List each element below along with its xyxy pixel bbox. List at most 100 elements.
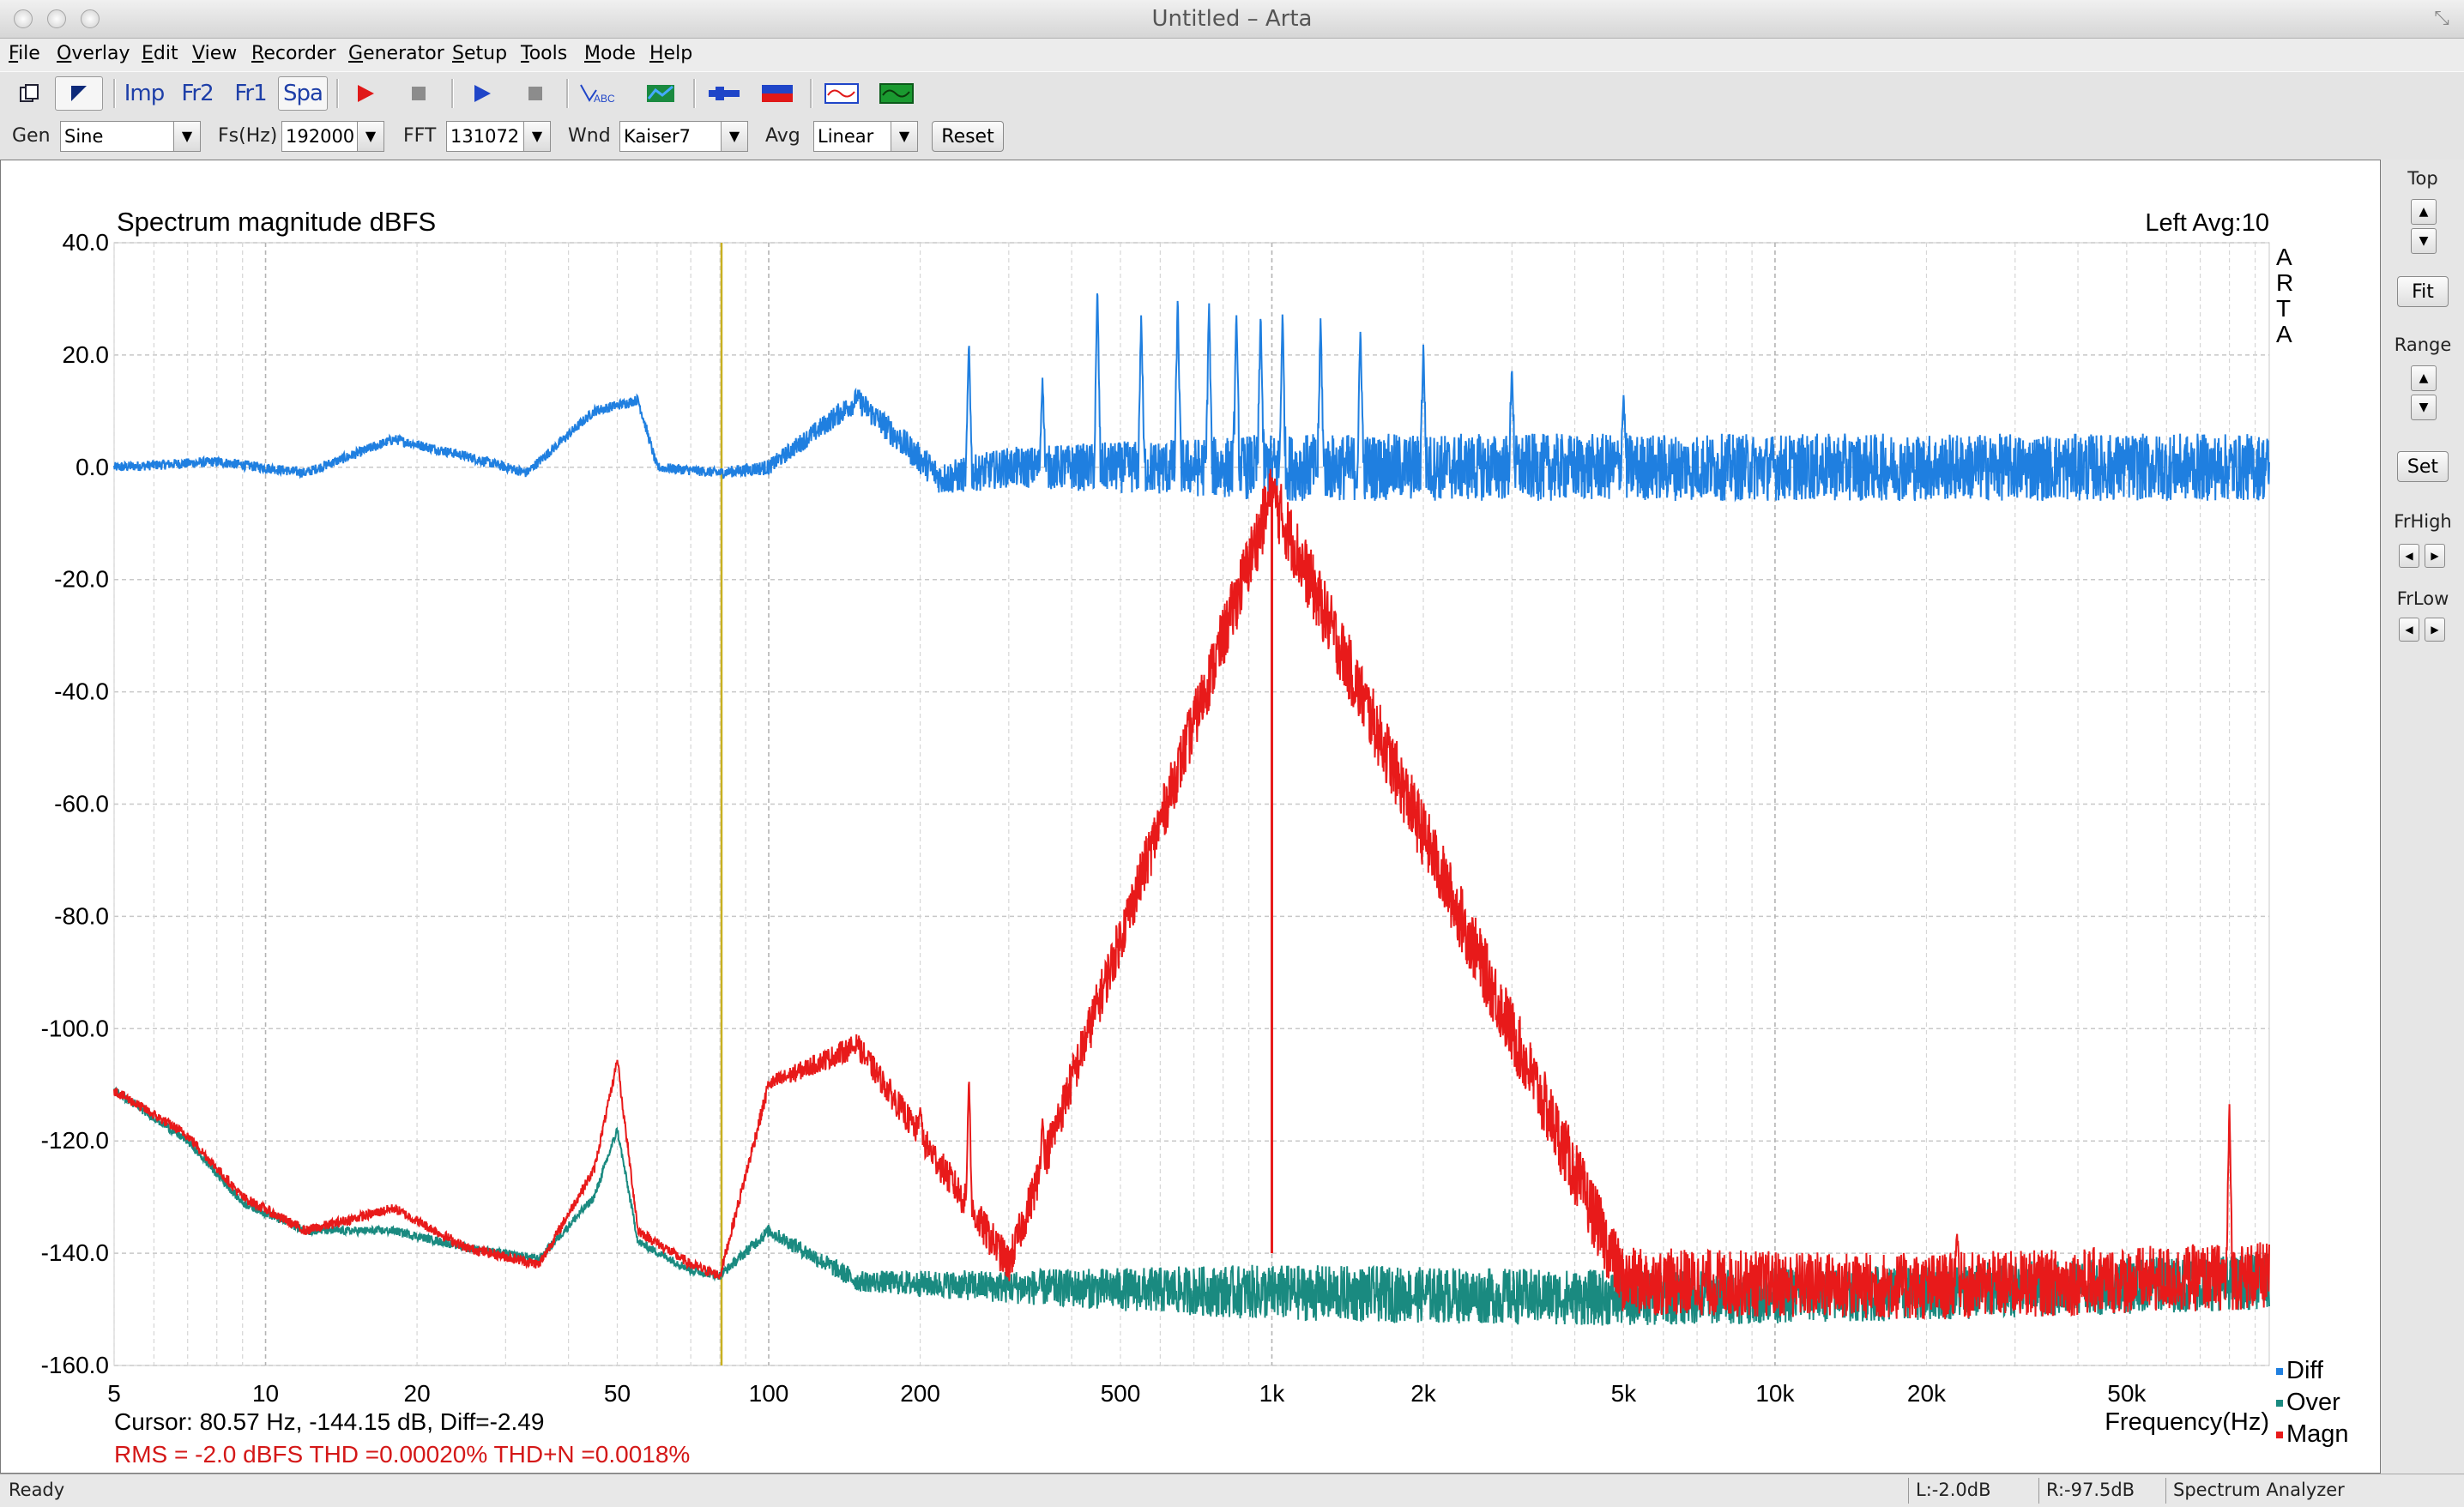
- menu-recorder[interactable]: Recorder: [251, 43, 336, 64]
- avg-select[interactable]: Linear ▼: [813, 121, 918, 152]
- y-tick-label: -80.0: [54, 902, 109, 929]
- close-window-button[interactable]: [14, 9, 33, 28]
- svg-text:ABC: ABC: [594, 93, 615, 105]
- y-tick-label: 0.0: [75, 454, 109, 480]
- generator-icon[interactable]: [875, 76, 918, 111]
- minimize-window-button[interactable]: [47, 9, 66, 28]
- gen-value: Sine: [64, 126, 104, 147]
- spa-button[interactable]: Spa: [278, 76, 328, 111]
- menu-help[interactable]: Help: [649, 43, 693, 64]
- status-left-level: L:-2.0dB: [1908, 1478, 2037, 1504]
- cursor-readout: Cursor: 80.57 Hz, -144.15 dB, Diff=-2.49: [114, 1408, 544, 1435]
- x-tick-label: 50k: [2107, 1380, 2147, 1407]
- fs-label: Fs(Hz): [218, 125, 278, 147]
- avg-value: Linear: [818, 126, 874, 147]
- rms-thd-readout: RMS = -2.0 dBFS THD =0.00020% THD+N =0.0…: [114, 1441, 690, 1468]
- frlow-right-button[interactable]: ▶: [2425, 618, 2445, 642]
- legend-label-over: Over: [2286, 1389, 2340, 1416]
- fft-select[interactable]: 131072 ▼: [446, 121, 551, 152]
- fr2-button[interactable]: Fr2: [181, 81, 214, 106]
- toolbar-separator: [113, 79, 116, 108]
- abc-icon[interactable]: ABC: [577, 76, 619, 111]
- svg-text:T: T: [2276, 295, 2291, 322]
- record-stop-icon[interactable]: [400, 76, 438, 111]
- legend-swatch-over: [2276, 1400, 2283, 1407]
- zoom-window-button[interactable]: [81, 9, 100, 28]
- right-control-panel: Top ▲ ▼ Fit Range ▲ ▼ Set FrHigh ◀ ▶ FrL…: [2382, 160, 2464, 1474]
- x-tick-label: 100: [749, 1380, 789, 1407]
- toolbar-separator: [810, 79, 812, 108]
- toolbar-separator: [451, 79, 454, 108]
- chevron-down-icon[interactable]: ▼: [523, 122, 550, 151]
- y-tick-label: -120.0: [41, 1127, 109, 1154]
- play-stop-icon[interactable]: [516, 76, 554, 111]
- chevron-down-icon[interactable]: ▼: [357, 122, 383, 151]
- frhigh-left-button[interactable]: ◀: [2399, 544, 2419, 568]
- menu-view[interactable]: View: [192, 43, 238, 64]
- menu-tools[interactable]: Tools: [521, 43, 568, 64]
- chevron-down-icon[interactable]: ▼: [721, 122, 747, 151]
- gen-select[interactable]: Sine ▼: [60, 121, 201, 152]
- x-tick-label: 10: [252, 1380, 279, 1407]
- gen-label: Gen: [12, 125, 51, 147]
- range-up-button[interactable]: ▲: [2411, 365, 2437, 391]
- status-right-level: R:-97.5dB: [2038, 1478, 2164, 1504]
- legend-label-diff: Diff: [2286, 1357, 2324, 1384]
- top-label: Top: [2407, 168, 2438, 189]
- chevron-down-icon[interactable]: ▼: [173, 122, 200, 151]
- frhigh-label: FrHigh: [2394, 511, 2452, 532]
- series-diff-line: [113, 293, 2270, 503]
- menu-setup[interactable]: Setup: [452, 43, 508, 64]
- menu-file[interactable]: File: [9, 43, 40, 64]
- scope-icon[interactable]: [820, 76, 863, 111]
- play-icon[interactable]: [463, 76, 501, 111]
- frlow-label: FrLow: [2396, 588, 2449, 609]
- top-down-button[interactable]: ▼: [2411, 228, 2437, 254]
- y-tick-label: 40.0: [63, 229, 110, 256]
- cursor-icon[interactable]: [55, 76, 103, 111]
- y-tick-label: -60.0: [54, 791, 109, 817]
- fr1-button[interactable]: Fr1: [234, 81, 267, 106]
- record-icon[interactable]: [347, 76, 384, 111]
- imp-button[interactable]: Imp: [124, 81, 165, 106]
- chevron-down-icon[interactable]: ▼: [891, 122, 917, 151]
- fft-label: FFT: [403, 125, 437, 147]
- series-magn-line: [113, 468, 2270, 1321]
- fit-button[interactable]: Fit: [2397, 276, 2449, 307]
- status-bar: Ready L:-2.0dB R:-97.5dB Spectrum Analyz…: [0, 1474, 2464, 1507]
- avg-label: Avg: [765, 125, 800, 147]
- legend-swatch-magn: [2276, 1432, 2283, 1438]
- y-tick-label: -20.0: [54, 566, 109, 593]
- menu-edit[interactable]: Edit: [142, 43, 178, 64]
- menu-mode[interactable]: Mode: [584, 43, 636, 64]
- wnd-select[interactable]: Kaiser7 ▼: [619, 121, 748, 152]
- frhigh-right-button[interactable]: ▶: [2425, 544, 2445, 568]
- legend-swatch-diff: [2276, 1368, 2283, 1375]
- fft-value: 131072: [450, 126, 520, 147]
- x-tick-label: 200: [900, 1380, 940, 1407]
- range-down-button[interactable]: ▼: [2411, 395, 2437, 420]
- new-icon[interactable]: [12, 76, 46, 111]
- x-tick-label: 5k: [1611, 1380, 1638, 1407]
- set-button[interactable]: Set: [2397, 451, 2449, 482]
- legend-label-magn: Magn: [2286, 1420, 2349, 1448]
- spectrum-plot-panel[interactable]: 40.0 20.0 0.0 -20.0 -40.0 -60.0 -80.0 -100.0 -12…: [0, 160, 2381, 1474]
- range-label: Range: [2394, 335, 2452, 355]
- controls-bar: Gen Sine ▼ Fs(Hz) 192000 ▼ FFT 131072 ▼ …: [0, 115, 2464, 160]
- fullscreen-icon[interactable]: ⤡: [2434, 8, 2449, 29]
- spectrum-chart[interactable]: 40.0 20.0 0.0 -20.0 -40.0 -60.0 -80.0 -100.0 -12…: [1, 160, 2380, 1473]
- title-bar: Untitled – Arta ⤡: [0, 0, 2464, 39]
- y-tick-label: -140.0: [41, 1239, 109, 1266]
- menu-overlay[interactable]: Overlay: [57, 43, 130, 64]
- y-tick-label: 20.0: [63, 341, 110, 368]
- menu-generator[interactable]: Generator: [348, 43, 444, 64]
- probe-icon[interactable]: [705, 76, 743, 111]
- reset-button[interactable]: Reset: [932, 121, 1004, 152]
- levels-icon[interactable]: [758, 76, 796, 111]
- waterfall-icon[interactable]: [642, 76, 679, 111]
- menu-bar: File Overlay Edit View Recorder Generato…: [0, 39, 2464, 71]
- frlow-left-button[interactable]: ◀: [2399, 618, 2419, 642]
- x-tick-label: 50: [604, 1380, 631, 1407]
- fs-select[interactable]: 192000 ▼: [281, 121, 384, 152]
- top-up-button[interactable]: ▲: [2411, 199, 2437, 225]
